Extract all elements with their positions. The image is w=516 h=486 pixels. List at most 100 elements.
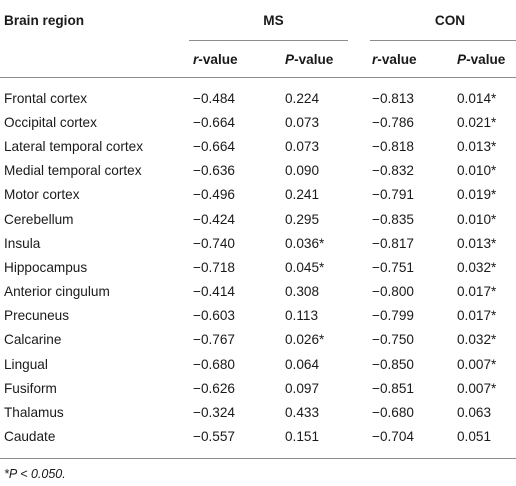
con-r-value-cell: −0.800 bbox=[372, 284, 414, 300]
con-r-value-cell: −0.704 bbox=[372, 429, 414, 445]
region-cell: Medial temporal cortex bbox=[4, 163, 142, 179]
con-p-value-cell: 0.021* bbox=[457, 114, 497, 130]
con-p-value-cell: 0.063 bbox=[457, 405, 492, 421]
con-p-value-cell: 0.051 bbox=[457, 429, 492, 445]
header-group-ms: MS bbox=[263, 12, 284, 28]
ms-p-value-cell: 0.036* bbox=[285, 235, 325, 251]
con-r-value-cell: −0.835 bbox=[372, 211, 414, 227]
con-p-value-cell: 0.013* bbox=[457, 235, 497, 251]
ms-r-value-cell: −0.767 bbox=[193, 332, 235, 348]
header-row-sub: r-value P-value r-value P-value bbox=[0, 40, 516, 78]
con-r-value-cell: −0.680 bbox=[372, 405, 414, 421]
header-sub-empty bbox=[0, 40, 193, 78]
footnote: *P < 0.050. bbox=[4, 467, 66, 481]
ms-p-value-cell: 0.295 bbox=[285, 211, 320, 227]
ms-p-value-cell: 0.073 bbox=[285, 138, 320, 154]
ms-r-value-cell: −0.484 bbox=[193, 90, 235, 106]
table-row: Insula −0.740 0.036* −0.817 0.013* bbox=[0, 231, 516, 255]
con-r-value-cell: −0.851 bbox=[372, 380, 414, 396]
header-ms-r-value: r-value bbox=[193, 51, 238, 67]
ms-p-value-cell: 0.113 bbox=[285, 308, 319, 324]
ms-r-value-cell: −0.740 bbox=[193, 235, 235, 251]
header-row-groups: Brain region MS CON bbox=[0, 0, 516, 40]
ms-r-value-cell: −0.664 bbox=[193, 114, 235, 130]
table-row: Caudate −0.557 0.151 −0.704 0.051 bbox=[0, 425, 516, 457]
con-p-value-cell: 0.010* bbox=[457, 211, 497, 227]
region-cell: Calcarine bbox=[4, 332, 62, 348]
con-p-value-cell: 0.007* bbox=[457, 380, 497, 396]
ms-p-value-cell: 0.073 bbox=[285, 114, 320, 130]
con-r-value-cell: −0.786 bbox=[372, 114, 414, 130]
header-con-r-value: r-value bbox=[372, 51, 417, 67]
ms-r-value-cell: −0.557 bbox=[193, 429, 235, 445]
con-p-value-cell: 0.032* bbox=[457, 259, 497, 275]
header-con-p-value: P-value bbox=[457, 51, 506, 67]
con-r-value-cell: −0.832 bbox=[372, 163, 414, 179]
con-p-value-cell: 0.007* bbox=[457, 356, 497, 372]
con-group-underline bbox=[370, 40, 516, 41]
ms-p-value-cell: 0.090 bbox=[285, 163, 320, 179]
ms-r-value-cell: −0.636 bbox=[193, 163, 235, 179]
con-p-value-cell: 0.019* bbox=[457, 187, 497, 203]
con-p-value-cell: 0.017* bbox=[457, 284, 497, 300]
con-r-value-cell: −0.813 bbox=[372, 90, 414, 106]
con-p-value-cell: 0.032* bbox=[457, 332, 497, 348]
ms-group-underline bbox=[189, 40, 348, 41]
ms-p-value-cell: 0.026* bbox=[285, 332, 325, 348]
ms-r-value-cell: −0.496 bbox=[193, 187, 235, 203]
region-cell: Lingual bbox=[4, 356, 48, 372]
ms-r-value-cell: −0.680 bbox=[193, 356, 235, 372]
table-bottom-rule bbox=[0, 458, 516, 459]
table-row: Frontal cortex −0.484 0.224 −0.813 0.014* bbox=[0, 78, 516, 110]
ms-r-value-cell: −0.424 bbox=[193, 211, 235, 227]
region-cell: Motor cortex bbox=[4, 187, 80, 203]
ms-p-value-cell: 0.045* bbox=[285, 259, 325, 275]
ms-r-value-cell: −0.603 bbox=[193, 308, 235, 324]
table-row: Lateral temporal cortex −0.664 0.073 −0.818… bbox=[0, 134, 516, 158]
table-row: Hippocampus −0.718 0.045* −0.751 0.032* bbox=[0, 255, 516, 279]
table-row: Cerebellum −0.424 0.295 −0.835 0.010* bbox=[0, 207, 516, 231]
con-r-value-cell: −0.818 bbox=[372, 138, 414, 154]
con-r-value-cell: −0.751 bbox=[372, 259, 414, 275]
header-group-con: CON bbox=[434, 12, 466, 28]
region-cell: Fusiform bbox=[4, 380, 57, 396]
region-cell: Insula bbox=[4, 235, 41, 251]
header-bottom-rule bbox=[0, 77, 516, 78]
table-row: Thalamus −0.324 0.433 −0.680 0.063 bbox=[0, 400, 516, 424]
ms-r-value-cell: −0.664 bbox=[193, 138, 235, 154]
region-cell: Occipital cortex bbox=[4, 114, 97, 130]
region-cell: Hippocampus bbox=[4, 259, 88, 275]
con-p-value-cell: 0.017* bbox=[457, 308, 497, 324]
ms-p-value-cell: 0.433 bbox=[285, 405, 320, 421]
table-row: Lingual −0.680 0.064 −0.850 0.007* bbox=[0, 352, 516, 376]
table-row: Calcarine −0.767 0.026* −0.750 0.032* bbox=[0, 328, 516, 352]
ms-p-value-cell: 0.151 bbox=[285, 429, 320, 445]
table-row: Fusiform −0.626 0.097 −0.851 0.007* bbox=[0, 376, 516, 400]
region-cell: Anterior cingulum bbox=[4, 284, 110, 300]
region-cell: Cerebellum bbox=[4, 211, 74, 227]
table-row: Precuneus −0.603 0.113 −0.799 0.017* bbox=[0, 304, 516, 328]
table-row: Medial temporal cortex −0.636 0.090 −0.832 0… bbox=[0, 159, 516, 183]
region-cell: Precuneus bbox=[4, 308, 69, 324]
ms-p-value-cell: 0.308 bbox=[285, 284, 320, 300]
ms-p-value-cell: 0.224 bbox=[285, 90, 320, 106]
ms-r-value-cell: −0.718 bbox=[193, 259, 235, 275]
header-ms-p-value: P-value bbox=[285, 51, 334, 67]
con-r-value-cell: −0.799 bbox=[372, 308, 414, 324]
region-cell: Caudate bbox=[4, 429, 56, 445]
correlation-table: Brain region MS CON r-value P-value r-va… bbox=[0, 0, 516, 457]
con-r-value-cell: −0.817 bbox=[372, 235, 414, 251]
ms-r-value-cell: −0.414 bbox=[193, 284, 235, 300]
ms-p-value-cell: 0.064 bbox=[285, 356, 320, 372]
con-p-value-cell: 0.013* bbox=[457, 138, 497, 154]
con-p-value-cell: 0.010* bbox=[457, 163, 497, 179]
ms-r-value-cell: −0.626 bbox=[193, 380, 235, 396]
table-row: Anterior cingulum −0.414 0.308 −0.800 0.017* bbox=[0, 280, 516, 304]
table-row: Motor cortex −0.496 0.241 −0.791 0.019* bbox=[0, 183, 516, 207]
header-brain-region: Brain region bbox=[4, 12, 85, 28]
table-row: Occipital cortex −0.664 0.073 −0.786 0.021* bbox=[0, 110, 516, 134]
con-p-value-cell: 0.014* bbox=[457, 90, 497, 106]
ms-p-value-cell: 0.241 bbox=[285, 187, 320, 203]
table-body: Frontal cortex −0.484 0.224 −0.813 0.014* Occ… bbox=[0, 78, 516, 457]
results-table-container: Brain region MS CON r-value P-value r-va… bbox=[0, 0, 516, 457]
